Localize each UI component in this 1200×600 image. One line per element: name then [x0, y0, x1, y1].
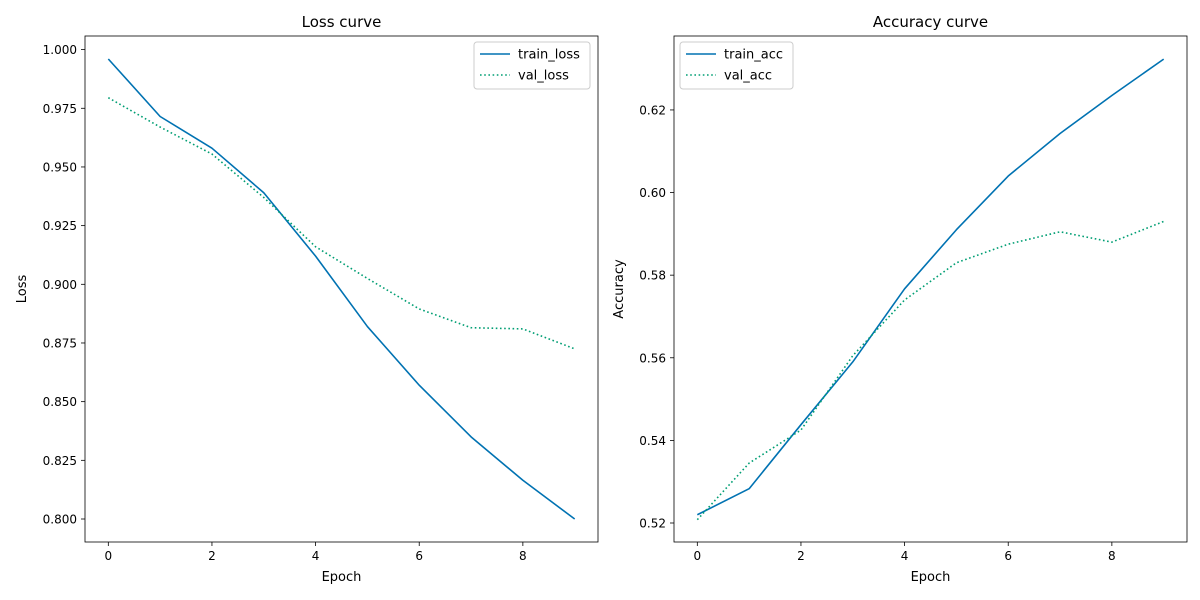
- data-point-train_loss: [574, 518, 576, 520]
- x-tick-label: 0: [693, 549, 701, 563]
- x-axis-title: Epoch: [322, 570, 362, 585]
- legend-label-val_acc: val_acc: [724, 69, 772, 84]
- data-point-val_loss: [418, 308, 420, 310]
- data-point-val_loss: [211, 153, 213, 155]
- legend: train_loss val_loss: [473, 41, 591, 90]
- series-line-val_acc: [696, 220, 1164, 521]
- data-point-val_acc: [1111, 241, 1113, 243]
- y-tick-label: 0.54: [639, 434, 666, 448]
- chart-panel-1: Accuracy curve 0 2 4 6 8 0.52 0.54 0.56 0.58 0.60 0…: [612, 13, 1188, 585]
- data-point-val_loss: [522, 328, 524, 330]
- y-tick-label: 0.900: [43, 278, 77, 292]
- legend-label-train_acc: train_acc: [724, 48, 783, 63]
- data-point-train_acc: [904, 288, 906, 290]
- data-point-val_loss: [315, 246, 317, 248]
- series-line-val_loss: [107, 97, 575, 350]
- y-tick-label: 0.925: [43, 219, 77, 233]
- plot-frame: [84, 35, 599, 543]
- data-point-train_loss: [159, 116, 161, 118]
- legend: train_acc val_acc: [679, 41, 794, 90]
- x-tick-label: 8: [519, 549, 527, 563]
- x-tick-label: 6: [415, 549, 423, 563]
- y-axis-title: Accuracy: [612, 259, 627, 319]
- data-point-train_acc: [1111, 95, 1113, 97]
- x-tick-label: 8: [1108, 549, 1116, 563]
- data-point-val_acc: [1059, 231, 1061, 233]
- data-point-train_loss: [315, 255, 317, 257]
- data-point-train_loss: [522, 479, 524, 481]
- data-point-val_acc: [697, 519, 699, 521]
- data-point-val_acc: [800, 429, 802, 431]
- data-point-train_loss: [108, 58, 110, 60]
- y-tick-label: 0.850: [43, 395, 77, 409]
- data-point-train_loss: [211, 147, 213, 149]
- chart-panel-0: Loss curve 0 2 4 6 8 0.800 0.825 0.850 0.875 0.900…: [15, 13, 599, 585]
- data-point-train_acc: [852, 361, 854, 363]
- data-point-train_acc: [1163, 58, 1165, 60]
- data-point-train_acc: [1059, 133, 1061, 135]
- series-line-train_acc: [696, 58, 1165, 516]
- y-tick-label: 1.000: [43, 43, 77, 57]
- x-tick-label: 4: [312, 549, 320, 563]
- data-point-val_loss: [367, 278, 369, 280]
- legend-label-train_loss: train_loss: [518, 48, 580, 63]
- y-tick-label: 0.60: [639, 186, 666, 200]
- data-point-val_loss: [574, 348, 576, 350]
- data-point-val_loss: [263, 197, 265, 199]
- data-point-val_loss: [159, 126, 161, 128]
- plot-frame: [673, 35, 1188, 543]
- y-tick-label: 0.58: [639, 269, 666, 283]
- data-point-train_acc: [748, 488, 750, 490]
- y-tick-label: 0.62: [639, 103, 666, 117]
- x-tick-label: 4: [901, 549, 909, 563]
- y-tick-label: 0.825: [43, 454, 77, 468]
- chart-title: Accuracy curve: [873, 13, 988, 31]
- data-point-train_acc: [1007, 175, 1009, 177]
- data-point-train_loss: [418, 384, 420, 386]
- y-tick-label: 0.875: [43, 336, 77, 350]
- x-tick-label: 6: [1004, 549, 1012, 563]
- data-point-train_loss: [470, 436, 472, 438]
- data-point-train_acc: [697, 514, 699, 516]
- data-point-val_acc: [904, 299, 906, 301]
- series-line-train_loss: [107, 58, 576, 520]
- x-tick-label: 0: [104, 549, 112, 563]
- data-point-val_loss: [108, 97, 110, 99]
- data-point-train_loss: [263, 192, 265, 194]
- y-tick-label: 0.56: [639, 351, 666, 365]
- data-point-val_acc: [956, 262, 958, 264]
- data-point-val_acc: [852, 355, 854, 357]
- chart-title: Loss curve: [302, 13, 382, 31]
- y-axis-title: Loss: [15, 275, 30, 304]
- data-point-val_acc: [1007, 243, 1009, 245]
- data-point-val_acc: [1163, 221, 1165, 223]
- legend-label-val_loss: val_loss: [518, 69, 569, 84]
- data-point-train_loss: [367, 326, 369, 328]
- x-axis-title: Epoch: [911, 570, 951, 585]
- x-tick-label: 2: [797, 549, 805, 563]
- data-point-train_acc: [800, 424, 802, 426]
- data-point-train_acc: [956, 229, 958, 231]
- data-point-val_acc: [748, 462, 750, 464]
- y-tick-label: 0.975: [43, 102, 77, 116]
- y-tick-label: 0.950: [43, 160, 77, 174]
- y-tick-label: 0.800: [43, 513, 77, 527]
- y-tick-label: 0.52: [639, 516, 666, 530]
- x-tick-label: 2: [208, 549, 216, 563]
- data-point-val_loss: [470, 327, 472, 329]
